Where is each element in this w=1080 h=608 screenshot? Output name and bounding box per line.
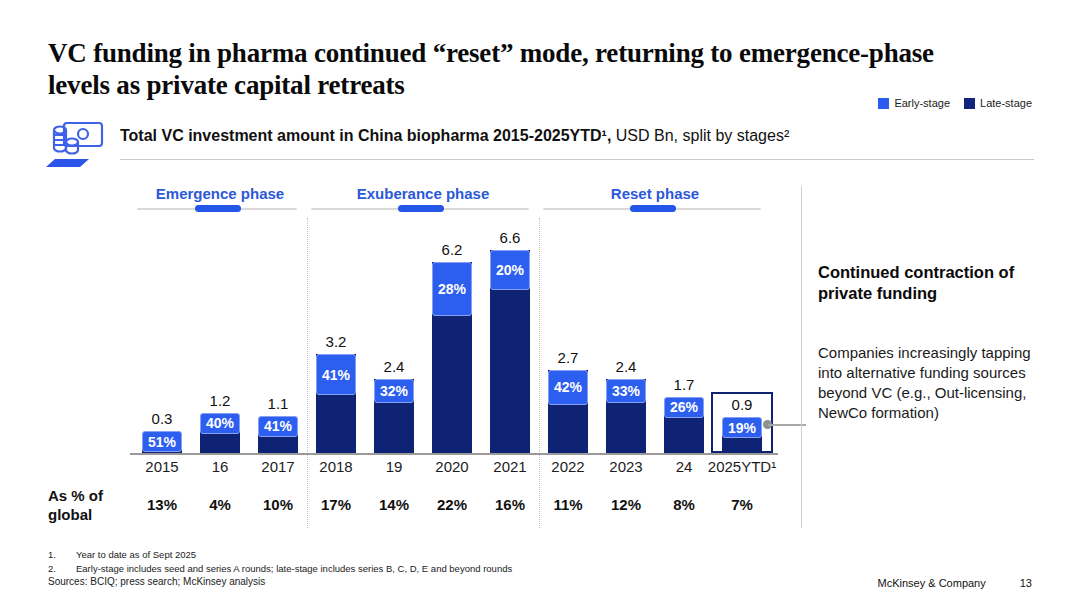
bar-value-label: 1.1	[249, 395, 307, 413]
phase-separator-line	[539, 218, 540, 528]
bar-early-stage-2017: 41%	[258, 416, 298, 437]
annotation-title: Continued contraction of private funding	[818, 262, 1046, 303]
footnotes: 1. Year to date as of Sept 2025 2. Early…	[48, 548, 512, 576]
pct-of-global-value: 16%	[481, 496, 539, 513]
row-header-as-pct-of-global: As % of global	[48, 487, 103, 525]
pct-of-global-value: 7%	[713, 496, 771, 513]
early-stage-swatch-icon	[878, 98, 889, 109]
phase-separator-line	[307, 218, 308, 528]
legend-label: Early-stage	[894, 97, 950, 109]
footnote-2: 2. Early-stage includes seed and series …	[48, 562, 512, 576]
phase-line-highlight	[195, 205, 241, 212]
bar-value-label: 2.4	[597, 358, 655, 376]
phase-label-2: Exuberance phase	[307, 185, 539, 202]
footnote-1: 1. Year to date as of Sept 2025	[48, 548, 512, 562]
footer: McKinsey & Company 13	[878, 577, 1032, 589]
panel-divider	[801, 186, 802, 528]
legend-item-early-stage: Early-stage	[878, 97, 950, 109]
legend-item-late-stage: Late-stage	[964, 97, 1032, 109]
brand-wordmark: McKinsey & Company	[878, 577, 986, 589]
footnote-text: Year to date as of Sept 2025	[76, 548, 196, 562]
bar-early-stage-2018: 41%	[316, 354, 356, 394]
x-axis-line	[130, 453, 778, 455]
pct-of-global-value: 12%	[597, 496, 655, 513]
bar-early-stage-2021: 20%	[490, 250, 530, 291]
pct-of-global-value: 13%	[133, 496, 191, 513]
pct-of-global-value: 14%	[365, 496, 423, 513]
late-stage-swatch-icon	[964, 98, 975, 109]
bar-value-label: 6.2	[423, 241, 481, 259]
bar-early-stage-2015: 51%	[142, 431, 182, 452]
bar-value-label: 6.6	[481, 229, 539, 247]
bar-early-stage-2023: 33%	[606, 379, 646, 403]
money-coins-icon	[44, 120, 106, 168]
bar-early-stage-2022: 42%	[548, 370, 588, 405]
bar-value-label: 3.2	[307, 333, 365, 351]
phase-label-3: Reset phase	[539, 185, 771, 202]
legend-label: Late-stage	[980, 97, 1032, 109]
chart-title-bold: Total VC investment amount in China biop…	[120, 127, 611, 144]
pct-of-global-value: 10%	[249, 496, 307, 513]
bar-early-stage-24: 26%	[664, 397, 704, 418]
bar-early-stage-19: 32%	[374, 379, 414, 403]
bar-value-label: 2.7	[539, 349, 597, 367]
bar-early-stage-2020: 28%	[432, 262, 472, 315]
chart-title: Total VC investment amount in China biop…	[120, 118, 1034, 160]
footnote-number: 2.	[48, 562, 76, 576]
annotation-body: Companies increasingly tapping into alte…	[818, 343, 1046, 423]
bar-value-label: 1.7	[655, 376, 713, 394]
pct-of-global-value: 11%	[539, 496, 597, 513]
pct-of-global-value: 22%	[423, 496, 481, 513]
chart-title-units: USD Bn, split by stages²	[611, 127, 789, 144]
bar-value-label: 1.2	[191, 392, 249, 410]
page-number: 13	[1020, 577, 1032, 589]
bar-early-stage-16: 40%	[200, 413, 240, 434]
pct-of-global-value: 8%	[655, 496, 713, 513]
bar-value-label: 0.3	[133, 410, 191, 428]
pct-of-global-value: 17%	[307, 496, 365, 513]
pct-of-global-value: 4%	[191, 496, 249, 513]
subtitle-row: Total VC investment amount in China biop…	[44, 118, 1034, 168]
footnote-text: Early-stage includes seed and series A r…	[76, 562, 512, 576]
page-title: VC funding in pharma continued “reset” m…	[48, 38, 948, 102]
footnote-number: 1.	[48, 548, 76, 562]
sources-line: Sources: BCIQ; press search; McKinsey an…	[48, 576, 265, 587]
chart-legend: Early-stage Late-stage	[878, 97, 1032, 109]
x-axis-label-2025YTD¹: 2025YTD¹	[707, 458, 777, 475]
phase-line-highlight	[398, 205, 444, 212]
bar-value-label: 2.4	[365, 358, 423, 376]
phase-line-highlight	[630, 205, 676, 212]
phase-label-1: Emergence phase	[133, 185, 307, 202]
slide: VC funding in pharma continued “reset” m…	[0, 0, 1080, 608]
annotation-panel: Continued contraction of private funding…	[818, 262, 1046, 423]
